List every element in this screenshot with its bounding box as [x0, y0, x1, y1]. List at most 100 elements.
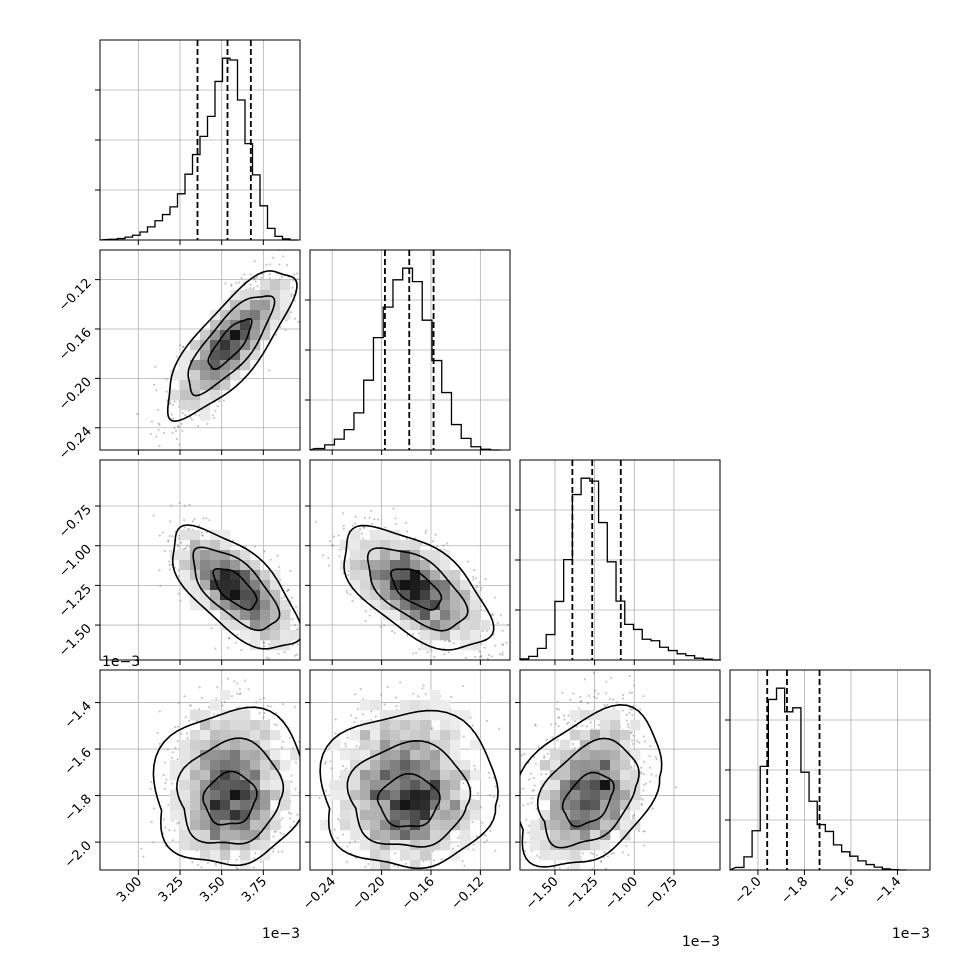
density-cell — [440, 580, 451, 591]
scatter-point — [292, 820, 295, 823]
scatter-point — [187, 528, 190, 531]
scatter-point — [306, 629, 308, 631]
scatter-point — [638, 741, 641, 744]
scatter-point — [480, 654, 483, 657]
scatter-point — [274, 830, 277, 833]
scatter-point — [289, 570, 292, 573]
density-cell — [380, 820, 391, 831]
scatter-point — [293, 671, 295, 673]
density-cell — [230, 370, 241, 381]
density-cell — [550, 800, 561, 811]
density-cell — [440, 710, 451, 721]
scatter-point — [632, 734, 635, 737]
tick-label: −1.6 — [62, 745, 95, 778]
density-cell — [210, 350, 221, 361]
density-cell — [270, 630, 281, 641]
density-cell — [440, 800, 451, 811]
density-cell — [380, 730, 391, 741]
density-cell — [350, 800, 361, 811]
density-cell — [270, 790, 281, 801]
scatter-point — [493, 596, 496, 599]
scatter-point — [361, 713, 364, 716]
density-cell — [350, 790, 361, 801]
scatter-point — [466, 560, 469, 563]
scatter-point — [604, 867, 607, 870]
scatter-point — [302, 269, 304, 271]
scatter-point — [636, 740, 639, 743]
scatter-point — [179, 599, 182, 602]
density-cell — [370, 770, 381, 781]
scatter-point — [436, 545, 439, 548]
scatter-point — [603, 851, 606, 854]
density-cell — [540, 760, 551, 771]
scatter-point — [474, 655, 477, 658]
scatter-point — [206, 422, 209, 425]
density-cell — [450, 630, 461, 641]
scatter-point — [252, 287, 255, 290]
scatter-point — [165, 378, 168, 381]
scatter-point — [297, 627, 300, 630]
density-cell — [390, 820, 401, 831]
scatter-point — [269, 705, 272, 708]
scatter-point — [506, 623, 509, 626]
density-cell — [350, 540, 361, 551]
density-cell — [200, 750, 211, 761]
scatter-point — [311, 629, 313, 631]
panel-content — [520, 671, 678, 870]
scatter-point — [184, 874, 186, 876]
scatter-point — [628, 674, 631, 677]
scatter-point — [569, 699, 572, 702]
tick-label: −0.12 — [448, 874, 487, 913]
scatter-point — [300, 293, 302, 295]
tick-label: −0.24 — [56, 424, 95, 463]
scatter-point — [244, 545, 247, 548]
scatter-point — [485, 719, 488, 722]
density-cell — [230, 580, 241, 591]
scatter-point — [249, 283, 252, 286]
density-cell — [200, 370, 211, 381]
density-cell — [210, 840, 221, 851]
density-cell — [400, 560, 411, 571]
density-cell — [360, 720, 371, 731]
density-cell — [200, 390, 211, 401]
panel-frame — [309, 669, 511, 871]
density-cell — [450, 800, 461, 811]
scatter-point — [393, 632, 396, 635]
density-cell — [380, 780, 391, 791]
scatter-point — [244, 679, 247, 682]
scatter-point — [621, 851, 624, 854]
scatter-point — [290, 596, 293, 599]
density-cell — [590, 770, 601, 781]
density-cell — [450, 720, 461, 731]
scatter-point — [462, 735, 465, 738]
density-cell — [220, 830, 231, 841]
density-cells — [170, 530, 300, 651]
scatter-point — [290, 774, 293, 777]
density-cell — [550, 830, 561, 841]
density-cell — [220, 580, 231, 591]
scatter-point — [167, 539, 170, 542]
scatter-point — [648, 755, 651, 758]
density-cell — [260, 600, 271, 611]
density-cell — [350, 530, 361, 541]
scatter-point — [447, 651, 450, 654]
scatter-point — [604, 705, 607, 708]
density-cell — [250, 800, 261, 811]
density-cell — [440, 700, 451, 711]
density-cell — [260, 290, 271, 301]
density-cell — [230, 720, 241, 731]
scatter-point — [534, 724, 537, 727]
scatter-point — [193, 518, 196, 521]
scatter-point — [233, 875, 235, 877]
density-cell — [460, 620, 471, 631]
scatter-point — [319, 622, 321, 624]
scatter-point — [489, 829, 492, 832]
scatter-point — [351, 600, 354, 603]
density-cell — [260, 620, 271, 631]
density-cell — [190, 770, 201, 781]
density-cell — [280, 780, 291, 791]
density-cell — [190, 840, 201, 851]
density-cell — [190, 710, 201, 721]
scatter-point — [640, 803, 643, 806]
